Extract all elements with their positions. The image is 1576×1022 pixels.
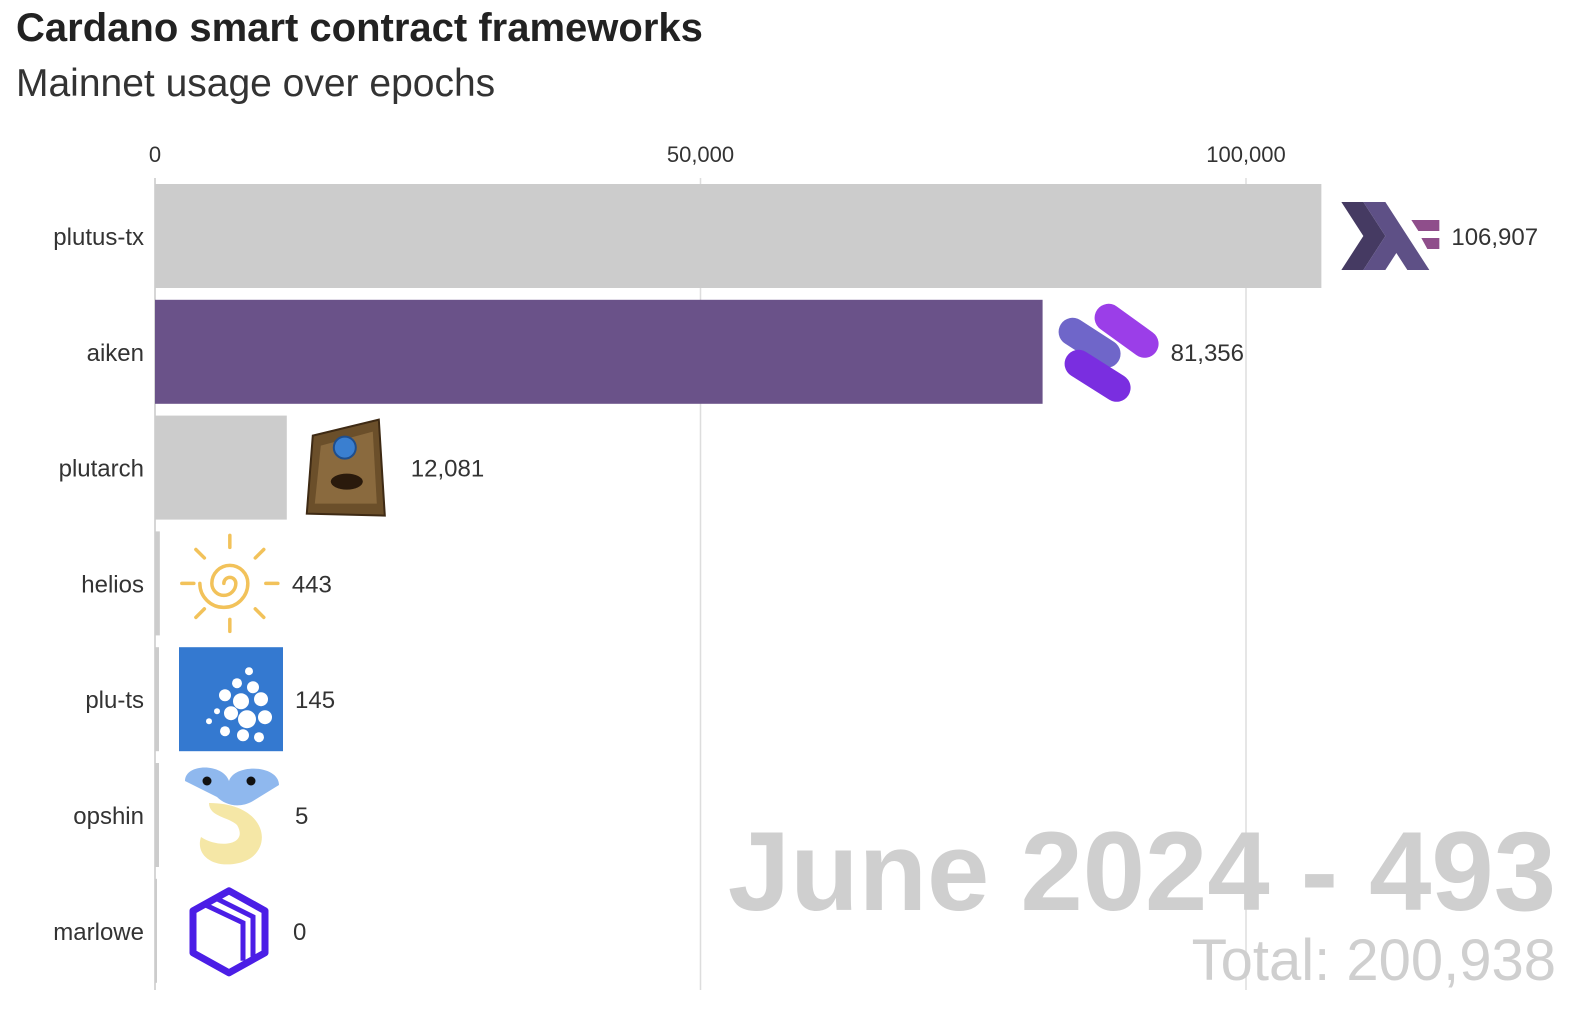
x-tick-label: 50,000 bbox=[667, 142, 734, 167]
bar-aiken bbox=[155, 299, 1043, 404]
bar-helios bbox=[155, 531, 160, 636]
chart-subtitle: Mainnet usage over epochs bbox=[16, 62, 496, 105]
x-tick-label: 0 bbox=[149, 142, 161, 167]
plutarch-book-icon bbox=[305, 418, 386, 517]
aiken-logo-icon bbox=[1058, 303, 1159, 402]
total-label: Total: 200,938 bbox=[1192, 928, 1556, 993]
category-label-helios: helios bbox=[81, 571, 144, 598]
value-label-plutarch: 12,081 bbox=[411, 456, 484, 483]
bar-opshin bbox=[155, 763, 159, 867]
value-label-aiken: 81,356 bbox=[1171, 340, 1244, 367]
x-tick-label: 100,000 bbox=[1206, 142, 1286, 167]
helios-sun-icon bbox=[180, 533, 280, 634]
bar-marlowe bbox=[155, 878, 157, 983]
category-label-plutus-tx: plutus-tx bbox=[53, 224, 144, 251]
value-label-opshin: 5 bbox=[295, 803, 308, 830]
period-overlay: June 2024 - 493 Total: 200,938 bbox=[728, 809, 1556, 993]
category-label-marlowe: marlowe bbox=[53, 919, 144, 946]
haskell-logo-icon bbox=[1341, 202, 1440, 270]
category-label-opshin: opshin bbox=[73, 803, 144, 830]
plu-ts-cardano-icon bbox=[179, 647, 283, 752]
value-label-marlowe: 0 bbox=[293, 919, 306, 946]
bar-plutus-tx bbox=[155, 184, 1322, 288]
value-label-plutus-tx: 106,907 bbox=[1451, 224, 1538, 251]
category-label-plutarch: plutarch bbox=[59, 456, 144, 483]
chart-title: Cardano smart contract frameworks bbox=[16, 6, 703, 50]
value-label-plu-ts: 145 bbox=[295, 687, 335, 714]
marlowe-cube-icon bbox=[189, 887, 269, 977]
opshin-snake-icon bbox=[185, 767, 279, 865]
bar-plutarch bbox=[155, 415, 287, 520]
category-label-plu-ts: plu-ts bbox=[85, 687, 144, 714]
labels: 0 50,000 100,000 plutus-tx 106,907 aiken 81,35… bbox=[53, 142, 1538, 946]
framework-icons bbox=[179, 202, 1440, 977]
category-label-aiken: aiken bbox=[87, 340, 144, 367]
bar-plu-ts bbox=[155, 647, 159, 752]
value-label-helios: 443 bbox=[292, 571, 332, 598]
period-label: June 2024 - 493 bbox=[728, 809, 1556, 934]
bars bbox=[155, 184, 1322, 983]
